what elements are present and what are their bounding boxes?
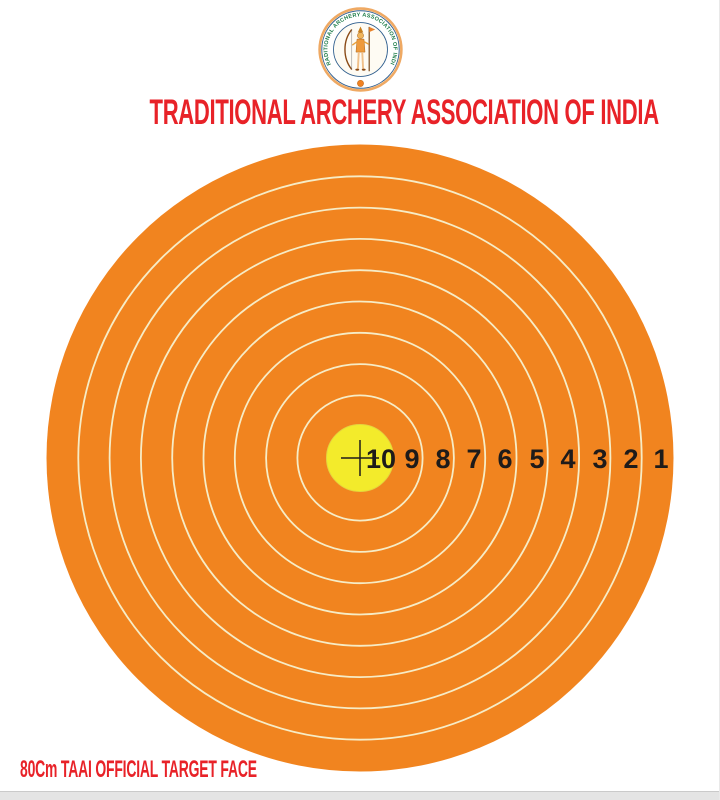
logo-outer-ring — [318, 7, 403, 92]
ring-number-4: 4 — [560, 444, 575, 474]
ring-line-4-5 — [171, 269, 549, 647]
center-cross-icon — [341, 440, 379, 476]
ring-line-2-3 — [108, 206, 612, 710]
ring-number-5: 5 — [529, 444, 544, 474]
ring-line-6-7 — [233, 331, 487, 585]
ring-number-2: 2 — [623, 444, 638, 474]
ring-line-3-4 — [139, 237, 581, 679]
crown-shape — [357, 26, 364, 33]
footer-row: 80Cm TAAI OFFICIAL TARGET FACE — [20, 757, 428, 783]
archer-icon — [344, 26, 376, 72]
taai-logo: TRADITIONAL ARCHERY ASSOCIATION OF INDIA — [317, 6, 403, 92]
ring-line-5-6 — [202, 300, 518, 616]
target-face: 10 9 8 7 6 5 4 3 2 1 — [46, 144, 674, 772]
archer-leg-left — [356, 52, 360, 69]
ring-number-9: 9 — [404, 444, 419, 474]
ring-line-1-2 — [77, 175, 643, 741]
photo-bottom-edge — [0, 791, 720, 800]
archer-foot-right — [361, 68, 366, 71]
footer-label: 80Cm TAAI OFFICIAL TARGET FACE — [20, 756, 257, 783]
ring-number-3: 3 — [592, 444, 607, 474]
ring-number-10: 10 — [366, 444, 396, 474]
ring-number-7: 7 — [466, 444, 481, 474]
archer-arm-right — [363, 41, 370, 45]
bow-shape — [344, 29, 353, 70]
ring-line-7-8 — [265, 363, 455, 553]
staff-flag — [369, 26, 376, 33]
archer-arm-left — [351, 41, 358, 46]
archer-body — [355, 38, 366, 53]
ring-line-8-9 — [296, 394, 424, 522]
page-title: TRADITIONAL ARCHERY ASSOCIATION OF INDIA — [149, 93, 660, 132]
ring-number-6: 6 — [497, 444, 512, 474]
ring-number-1: 1 — [653, 444, 668, 474]
archer-leg-right — [361, 52, 365, 69]
archer-foot-left — [355, 68, 360, 71]
page-title-row: TRADITIONAL ARCHERY ASSOCIATION OF INDIA — [0, 93, 720, 132]
ring-number-8: 8 — [435, 444, 450, 474]
archer-head — [357, 32, 364, 39]
logo-bottom-dot — [357, 80, 364, 87]
